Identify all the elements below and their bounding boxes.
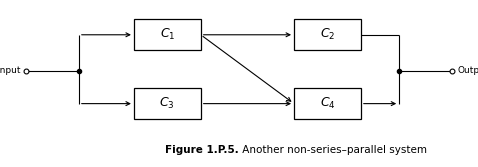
Text: $\mathit{C}_{4}$: $\mathit{C}_{4}$ <box>320 96 335 111</box>
Text: Input: Input <box>0 66 21 75</box>
Text: $\mathit{C}_{1}$: $\mathit{C}_{1}$ <box>160 27 175 42</box>
Text: $\mathit{C}_{3}$: $\mathit{C}_{3}$ <box>160 96 175 111</box>
Text: Figure 1.P.5.: Figure 1.P.5. <box>165 145 239 155</box>
Bar <box>294 19 361 50</box>
Bar <box>294 88 361 119</box>
Text: Output: Output <box>457 66 478 75</box>
Bar <box>134 19 201 50</box>
Bar <box>134 88 201 119</box>
Text: $\mathit{C}_{2}$: $\mathit{C}_{2}$ <box>320 27 335 42</box>
Text: Another non-series–parallel system: Another non-series–parallel system <box>239 145 427 155</box>
